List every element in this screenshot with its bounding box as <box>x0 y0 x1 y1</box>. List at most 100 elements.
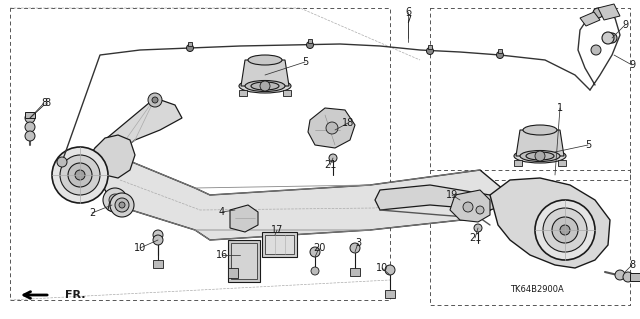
Bar <box>385 290 395 298</box>
Text: 10: 10 <box>376 263 388 273</box>
Circle shape <box>607 33 617 43</box>
Text: 1: 1 <box>557 103 563 113</box>
Bar <box>514 160 522 166</box>
Circle shape <box>329 154 337 162</box>
Circle shape <box>153 235 163 245</box>
Polygon shape <box>598 4 620 20</box>
Circle shape <box>602 32 614 44</box>
Circle shape <box>25 122 35 132</box>
Text: 3: 3 <box>355 238 361 248</box>
Polygon shape <box>241 60 289 86</box>
Bar <box>153 260 163 268</box>
Circle shape <box>103 188 127 212</box>
Polygon shape <box>375 185 505 210</box>
Circle shape <box>426 48 433 55</box>
Text: 8: 8 <box>44 98 50 108</box>
Ellipse shape <box>520 151 560 161</box>
Circle shape <box>110 193 134 217</box>
Bar <box>558 160 566 166</box>
Polygon shape <box>108 200 128 215</box>
Polygon shape <box>516 130 564 156</box>
Circle shape <box>148 93 162 107</box>
Circle shape <box>109 194 121 206</box>
Circle shape <box>593 8 603 18</box>
Circle shape <box>153 230 163 240</box>
Bar <box>239 90 247 96</box>
Circle shape <box>307 41 314 48</box>
Circle shape <box>311 267 319 275</box>
Text: 8: 8 <box>629 260 635 270</box>
Bar <box>228 240 260 282</box>
Circle shape <box>535 200 595 260</box>
Circle shape <box>25 131 35 141</box>
Bar <box>25 112 35 118</box>
Text: FR.: FR. <box>65 290 86 300</box>
Circle shape <box>52 147 108 203</box>
Text: 4: 4 <box>219 207 225 217</box>
Bar <box>283 90 291 96</box>
Text: 7: 7 <box>405 15 411 25</box>
Polygon shape <box>580 12 600 26</box>
Circle shape <box>119 202 125 208</box>
Circle shape <box>476 206 484 214</box>
Circle shape <box>543 208 587 252</box>
Text: 5: 5 <box>585 140 591 150</box>
Polygon shape <box>450 190 490 222</box>
Polygon shape <box>230 205 258 232</box>
Circle shape <box>560 225 570 235</box>
Bar <box>428 45 432 49</box>
Text: 6: 6 <box>405 7 411 17</box>
Polygon shape <box>95 155 510 240</box>
Circle shape <box>25 113 35 123</box>
Ellipse shape <box>251 82 279 90</box>
Text: 21: 21 <box>469 233 481 243</box>
Polygon shape <box>308 108 355 148</box>
Circle shape <box>497 51 504 58</box>
Ellipse shape <box>248 55 282 65</box>
Text: 2: 2 <box>89 208 95 218</box>
Circle shape <box>60 155 100 195</box>
Bar <box>231 243 257 279</box>
Bar <box>262 232 297 257</box>
Circle shape <box>535 151 545 161</box>
Text: 20: 20 <box>313 243 325 253</box>
Circle shape <box>152 97 158 103</box>
Bar <box>498 49 502 53</box>
Circle shape <box>385 265 395 275</box>
Ellipse shape <box>526 152 554 160</box>
Text: 17: 17 <box>271 225 283 235</box>
Ellipse shape <box>514 149 566 163</box>
Circle shape <box>463 202 473 212</box>
Circle shape <box>75 170 85 180</box>
Circle shape <box>326 122 338 134</box>
Bar <box>630 273 640 281</box>
Circle shape <box>623 272 633 282</box>
Polygon shape <box>490 178 610 268</box>
Text: 8: 8 <box>41 98 47 108</box>
Polygon shape <box>90 135 135 178</box>
Text: 18: 18 <box>342 118 354 128</box>
Text: 9: 9 <box>622 20 628 30</box>
Text: 10: 10 <box>134 243 146 253</box>
Circle shape <box>552 217 578 243</box>
Ellipse shape <box>239 79 291 93</box>
Circle shape <box>260 81 270 91</box>
Circle shape <box>115 198 129 212</box>
Circle shape <box>350 243 360 253</box>
Circle shape <box>474 224 482 232</box>
Text: 5: 5 <box>302 57 308 67</box>
Circle shape <box>615 270 625 280</box>
Circle shape <box>57 157 67 167</box>
Bar <box>188 42 192 46</box>
Bar <box>308 39 312 43</box>
Ellipse shape <box>245 80 285 92</box>
Text: TK64B2900A: TK64B2900A <box>510 286 564 294</box>
Circle shape <box>310 247 320 257</box>
Circle shape <box>186 44 193 51</box>
Bar <box>350 268 360 276</box>
Circle shape <box>68 163 92 187</box>
Bar <box>265 235 294 254</box>
Polygon shape <box>95 98 182 155</box>
Bar <box>228 268 238 278</box>
Text: 16: 16 <box>216 250 228 260</box>
